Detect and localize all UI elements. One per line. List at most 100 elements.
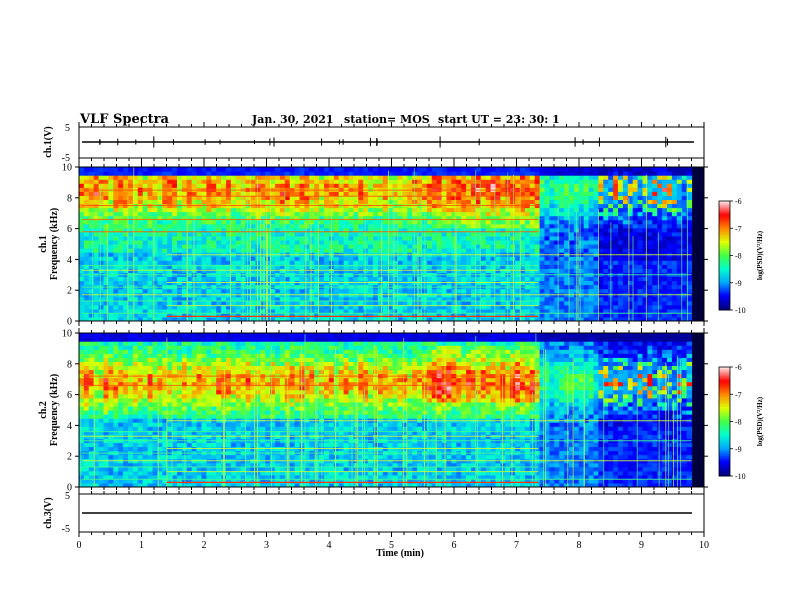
spectrogram-cell xyxy=(157,304,163,310)
spectrogram-cell xyxy=(603,264,609,269)
spectrogram-cell xyxy=(392,167,399,172)
spectrogram-cell xyxy=(152,248,158,253)
spectrogram-cell xyxy=(524,215,531,221)
spectrogram-cell xyxy=(353,199,359,205)
spectrogram-cell xyxy=(211,187,217,192)
spectrogram-cell xyxy=(534,231,541,237)
spectrogram-cell xyxy=(671,308,678,314)
spectrogram-cell xyxy=(103,223,109,229)
spectrogram-cell xyxy=(137,223,144,229)
spectrogram-cell xyxy=(598,215,604,221)
spectrogram-cell xyxy=(103,252,109,257)
spectrogram-cell xyxy=(407,183,413,188)
spectrogram-cell xyxy=(88,183,95,188)
spectrogram-cell xyxy=(417,211,423,217)
spectrogram-cell xyxy=(250,179,256,184)
spectrogram-cell xyxy=(226,227,232,233)
spectrogram-cell xyxy=(328,171,335,176)
spectrogram-cell xyxy=(397,195,403,201)
spectrogram-cell xyxy=(270,223,276,229)
spectrogram-cell xyxy=(358,211,364,217)
spectrogram-cell xyxy=(480,183,487,188)
spectrogram-cell xyxy=(79,482,85,487)
spectrogram-cell xyxy=(373,248,379,253)
spectrogram-cell xyxy=(436,264,443,269)
spectrogram-cell xyxy=(103,264,109,269)
spectrogram-cell xyxy=(534,171,541,176)
spectrogram-cell xyxy=(79,268,85,273)
spectrogram-cell xyxy=(363,239,369,245)
spectrogram-cell xyxy=(618,316,624,321)
spectrogram-cell xyxy=(402,288,408,294)
spectrogram-cell xyxy=(490,211,497,217)
spectrogram-cell xyxy=(128,195,134,201)
spectrogram-cell xyxy=(128,227,134,233)
spectrogram-cell xyxy=(314,256,320,261)
spectrogram-cell xyxy=(647,308,653,314)
spectrogram-cell xyxy=(353,179,359,184)
spectrogram-cell xyxy=(564,187,570,192)
spectrogram-cell xyxy=(627,312,634,318)
spectrogram-cell xyxy=(382,207,389,213)
spectrogram-cell xyxy=(343,248,350,253)
spectrogram-cell xyxy=(358,199,364,205)
spectrogram-cell xyxy=(569,308,575,314)
spectrogram-cell xyxy=(147,175,154,180)
spectrogram-cell xyxy=(622,195,629,201)
spectrogram-cell xyxy=(475,235,482,241)
spectrogram-cell xyxy=(451,187,457,192)
spectrogram-cell xyxy=(137,252,144,257)
spectrogram-cell xyxy=(524,300,531,306)
spectrogram-cell xyxy=(245,215,252,221)
spectrogram-cell xyxy=(554,167,560,172)
spectrogram-cell xyxy=(441,179,448,184)
spectrogram-cell xyxy=(402,296,408,302)
chart-start-time: start UT = 23: 30: 1 xyxy=(438,113,560,126)
spectrogram-cell xyxy=(211,300,217,306)
spectrogram-cell xyxy=(480,219,487,225)
spectrogram-cell xyxy=(407,316,413,321)
spectrogram-cell xyxy=(79,171,85,176)
spectrogram-cell xyxy=(534,219,541,225)
spectrogram-cell xyxy=(436,195,443,201)
spectrogram-cell xyxy=(637,179,644,184)
spectrogram-cell xyxy=(260,244,266,249)
spectrogram-cell xyxy=(333,167,340,172)
spectrogram-cell xyxy=(363,223,369,229)
spectrogram-cell xyxy=(647,296,653,302)
spectrogram-cell xyxy=(83,414,90,419)
spectrogram-cell xyxy=(216,207,222,213)
spectrogram-cell xyxy=(417,195,423,201)
spectrogram-cell xyxy=(622,284,629,290)
spectrogram-cell xyxy=(446,260,452,265)
spectrogram-cell xyxy=(108,223,114,229)
spectrogram-cell xyxy=(142,252,149,257)
spectrogram-cell xyxy=(598,187,604,192)
spectrogram-cell xyxy=(569,183,575,188)
spectrogram-cell xyxy=(88,248,95,253)
spectrogram-cell xyxy=(657,211,663,217)
spectrogram-cell xyxy=(495,183,501,188)
spectrogram-cell xyxy=(128,235,134,241)
spectrogram-cell xyxy=(152,183,158,188)
spectrogram-cell xyxy=(520,264,526,269)
spectrogram-cell xyxy=(338,219,345,225)
spectrogram-cell xyxy=(515,296,521,302)
spectrogram-cell xyxy=(598,203,604,209)
spectrogram-cell xyxy=(230,264,237,269)
spectrogram-cell xyxy=(613,167,619,172)
spectrogram-cell xyxy=(172,276,178,282)
spectrogram-cell xyxy=(265,215,271,221)
spectrogram-cell xyxy=(79,414,85,419)
spectrogram-cell xyxy=(123,244,129,249)
spectrogram-cell xyxy=(446,179,452,184)
spectrogram-cell xyxy=(652,187,658,192)
spectrogram-cell xyxy=(397,179,403,184)
spectrogram-cell xyxy=(108,280,114,286)
spectrogram-cell xyxy=(456,308,462,314)
spectrogram-cell xyxy=(172,312,178,318)
spectrogram-cell xyxy=(289,256,296,261)
spectrogram-cell xyxy=(343,183,350,188)
spectrogram-cell xyxy=(79,357,85,362)
spectrogram-cell xyxy=(211,171,217,176)
